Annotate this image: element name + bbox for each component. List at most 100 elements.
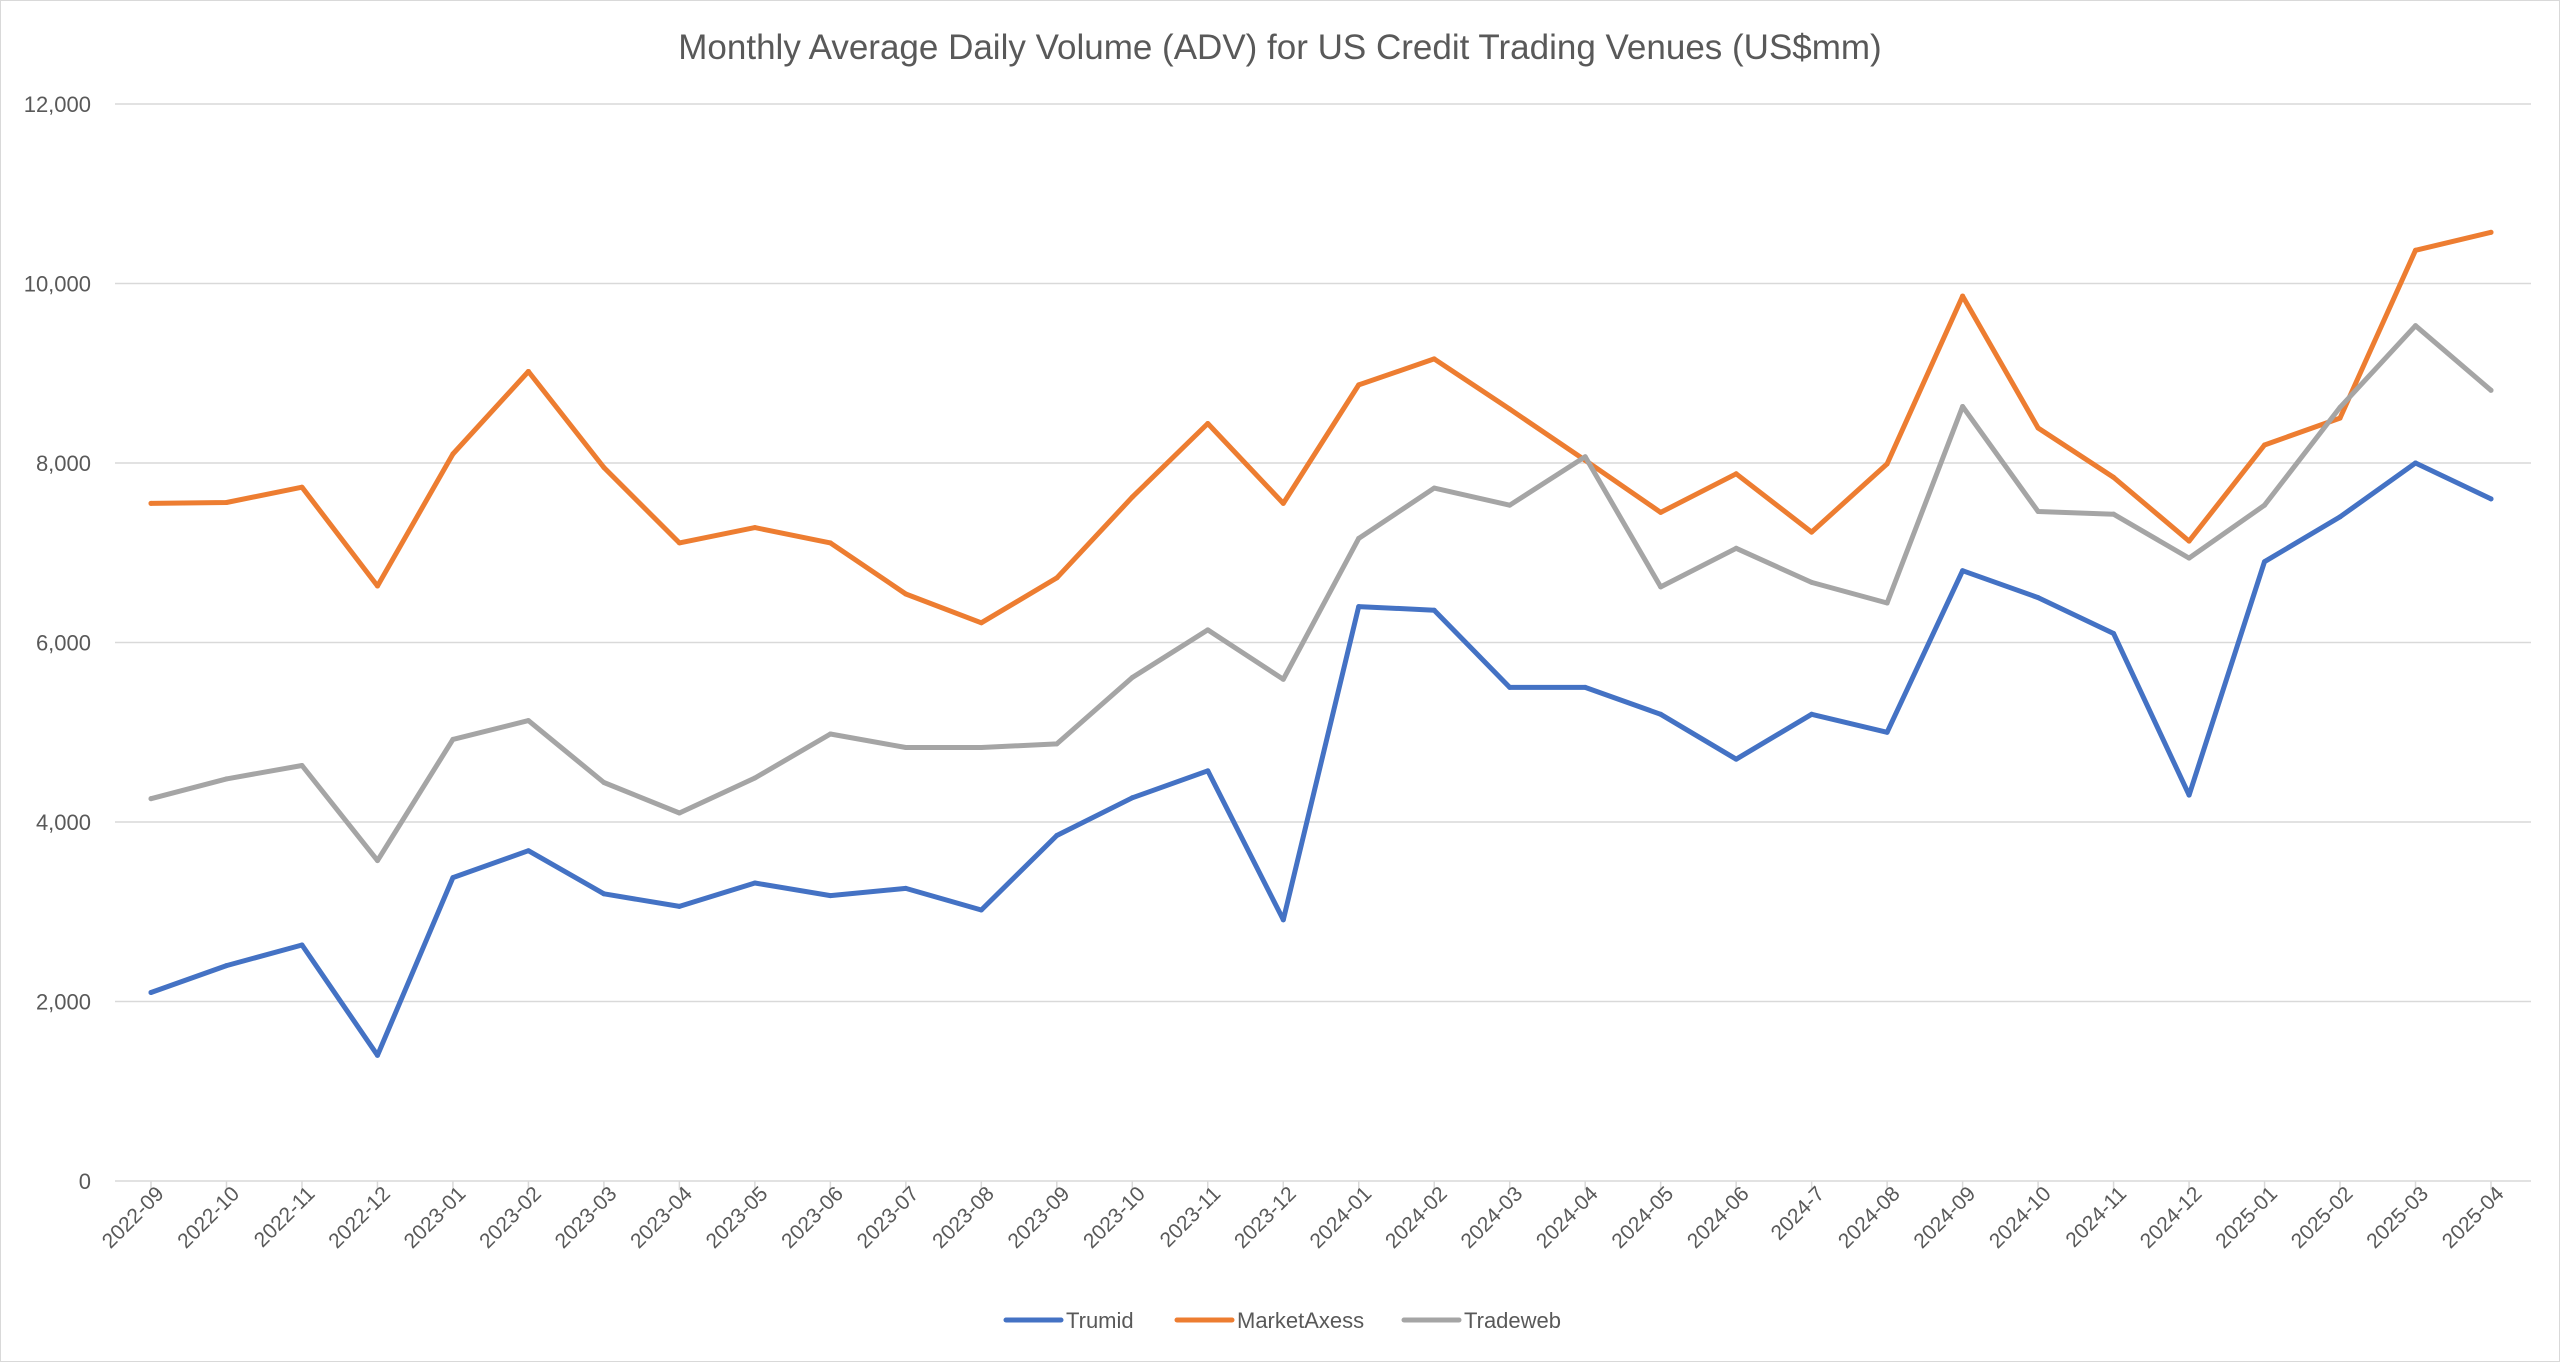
data-point <box>374 1052 380 1058</box>
data-point <box>827 540 833 546</box>
x-tick-label: 2025-02 <box>2287 1182 2358 1253</box>
legend-item-marketaxess: MarketAxess <box>1174 1308 1364 1333</box>
x-tick-label: 2024-09 <box>1909 1182 1980 1253</box>
data-point <box>1129 494 1135 500</box>
data-point <box>903 885 909 891</box>
y-tick-label: 0 <box>79 1169 91 1194</box>
data-point <box>1733 471 1739 477</box>
x-tick-label: 2024-7 <box>1767 1182 1830 1245</box>
data-point <box>1884 600 1890 606</box>
x-tick-label: 2023-05 <box>702 1182 773 1253</box>
legend-label: Tradeweb <box>1464 1308 1561 1333</box>
data-point <box>601 464 607 470</box>
data-point <box>1809 711 1815 717</box>
data-point <box>2488 387 2494 393</box>
data-point <box>2186 792 2192 798</box>
data-point <box>1205 768 1211 774</box>
data-point <box>1054 575 1060 581</box>
legend-item-tradeweb: Tradeweb <box>1401 1308 1561 1333</box>
chart-title: Monthly Average Daily Volume (ADV) for U… <box>678 28 1881 67</box>
data-point <box>148 990 154 996</box>
data-point <box>223 963 229 969</box>
x-tick-label: 2023-09 <box>1004 1182 1075 1253</box>
data-point <box>374 858 380 864</box>
data-point <box>1054 832 1060 838</box>
x-tick-label: 2022-11 <box>250 1182 320 1252</box>
data-point <box>1658 584 1664 590</box>
x-tick-label: 2025-01 <box>2211 1182 2282 1253</box>
data-point <box>299 484 305 490</box>
data-point <box>1507 406 1513 412</box>
data-point <box>827 731 833 737</box>
data-point <box>299 762 305 768</box>
data-point <box>2111 631 2117 637</box>
x-tick-label: 2023-10 <box>1079 1182 1150 1253</box>
data-point <box>2262 502 2268 508</box>
y-tick-label: 6,000 <box>36 631 91 656</box>
data-point <box>903 745 909 751</box>
x-tick-label: 2023-12 <box>1230 1182 1301 1253</box>
x-tick-label: 2023-06 <box>777 1182 848 1253</box>
x-tick-label: 2023-04 <box>626 1182 697 1253</box>
data-point <box>1884 729 1890 735</box>
y-tick-label: 2,000 <box>36 990 91 1015</box>
gridlines <box>115 103 2531 1182</box>
data-point <box>601 780 607 786</box>
data-point <box>2413 247 2419 253</box>
data-point <box>2262 559 2268 565</box>
data-point <box>1507 502 1513 508</box>
data-point <box>978 620 984 626</box>
data-point <box>2035 425 2041 431</box>
data-point <box>827 893 833 899</box>
x-tick-label: 2024-06 <box>1683 1182 1754 1253</box>
x-tick-label: 2024-12 <box>2136 1182 2207 1253</box>
data-point <box>2337 415 2343 421</box>
x-tick-label: 2023-11 <box>1156 1182 1226 1252</box>
x-tick-label: 2024-01 <box>1306 1182 1377 1253</box>
data-point <box>374 583 380 589</box>
data-point <box>676 903 682 909</box>
data-point <box>752 525 758 531</box>
data-point <box>1356 535 1362 541</box>
data-point <box>1658 509 1664 515</box>
data-point <box>978 907 984 913</box>
data-point <box>1960 293 1966 299</box>
legend-label: Trumid <box>1066 1308 1134 1333</box>
data-point <box>223 499 229 505</box>
data-point <box>1809 529 1815 535</box>
legend-item-trumid: Trumid <box>1003 1308 1134 1333</box>
data-point <box>1431 356 1437 362</box>
x-tick-label: 2024-03 <box>1456 1182 1527 1253</box>
legend: Trumid MarketAxess Tradeweb <box>1003 1308 1561 1333</box>
y-tick-label: 8,000 <box>36 451 91 476</box>
data-point <box>978 745 984 751</box>
data-point <box>1129 795 1135 801</box>
data-point <box>1809 579 1815 585</box>
data-point <box>2337 404 2343 410</box>
series-line-tradeweb <box>148 323 2494 864</box>
data-point <box>2488 229 2494 235</box>
data-point <box>2413 460 2419 466</box>
x-tick-label: 2023-07 <box>853 1182 924 1253</box>
x-tick-label: 2023-03 <box>551 1182 622 1253</box>
data-point <box>2488 496 2494 502</box>
series-line-marketaxess <box>148 229 2494 626</box>
data-point <box>752 775 758 781</box>
series-lines <box>148 229 2494 1058</box>
data-point <box>1054 741 1060 747</box>
data-point <box>1431 607 1437 613</box>
data-point <box>2035 508 2041 514</box>
data-point <box>450 875 456 881</box>
data-point <box>1431 485 1437 491</box>
x-tick-label: 2023-01 <box>400 1182 471 1253</box>
y-tick-label: 10,000 <box>24 272 91 297</box>
y-tick-label: 12,000 <box>24 92 91 117</box>
axes: 0 2,000 4,000 6,000 8,000 10,000 12,000 2022-09… <box>24 92 2509 1253</box>
data-point <box>2035 595 2041 601</box>
data-point <box>1960 403 1966 409</box>
x-tick-label: 2024-05 <box>1607 1182 1678 1253</box>
series-trumid <box>148 460 2494 1058</box>
data-point <box>223 776 229 782</box>
x-tick-label: 2024-02 <box>1381 1182 1452 1253</box>
